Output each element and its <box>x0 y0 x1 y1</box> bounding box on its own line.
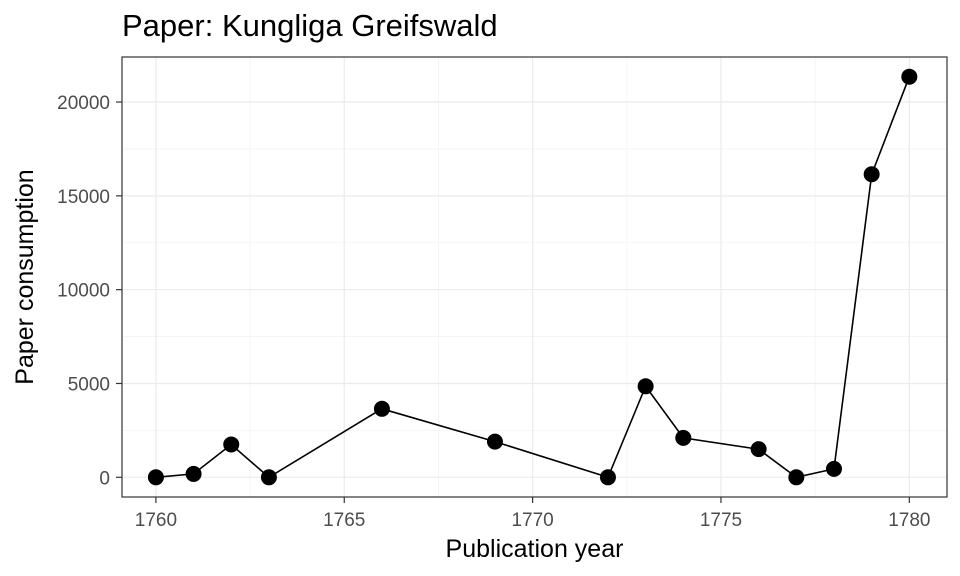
y-tick-label: 0 <box>99 468 110 489</box>
minor-gridlines <box>122 57 947 497</box>
major-gridlines <box>122 57 947 497</box>
x-axis-title: Publication year <box>446 535 624 563</box>
data-point <box>675 429 692 446</box>
data-point <box>147 469 164 486</box>
y-tick-label: 15000 <box>57 187 110 208</box>
y-tick-label: 10000 <box>57 281 110 302</box>
data-point <box>637 378 654 395</box>
data-point <box>486 433 503 450</box>
data-point <box>901 68 918 85</box>
data-point <box>599 469 616 486</box>
x-tick-label: 1780 <box>888 510 930 531</box>
data-point <box>185 465 202 482</box>
y-axis-title: Paper consumption <box>11 169 39 384</box>
data-point <box>223 436 240 453</box>
x-tick-label: 1775 <box>700 510 742 531</box>
y-tick-label: 5000 <box>68 374 110 395</box>
data-point <box>260 469 277 486</box>
chart-title: Paper: Kungliga Greifswald <box>122 8 498 43</box>
data-point <box>863 166 880 183</box>
x-tick-label: 1760 <box>135 510 177 531</box>
x-axis: 1760 1765 1770 1775 1780 <box>135 497 930 531</box>
y-tick-label: 20000 <box>57 93 110 114</box>
x-tick-label: 1770 <box>511 510 553 531</box>
data-point <box>373 400 390 417</box>
data-point <box>788 469 805 486</box>
data-point <box>825 460 842 477</box>
data-point <box>750 441 767 458</box>
data-points <box>147 68 918 486</box>
y-axis: 0 5000 10000 15000 20000 <box>57 93 122 489</box>
x-tick-label: 1765 <box>323 510 365 531</box>
plot-panel-border <box>121 56 948 498</box>
